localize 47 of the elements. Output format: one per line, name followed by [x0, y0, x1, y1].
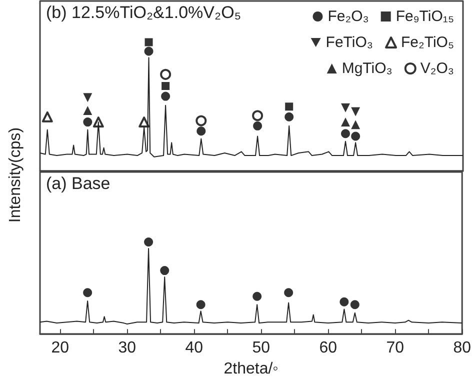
legend-label: V₂O₃ — [420, 60, 454, 77]
point — [253, 121, 262, 130]
legend-label: Fe₂O₃ — [328, 8, 369, 25]
point — [196, 126, 206, 136]
point — [144, 238, 154, 246]
x-axis-title: 2theta/◦ — [224, 360, 278, 378]
text: (b) 12.5%TiO₂&1.0%V₂O₅ — [46, 3, 242, 22]
point — [252, 292, 262, 301]
point — [351, 132, 360, 141]
point — [161, 92, 170, 101]
point — [83, 93, 92, 102]
legend-label: Fe₂TiO₅ — [401, 34, 454, 51]
point — [42, 111, 53, 122]
point — [285, 102, 294, 111]
point — [351, 107, 360, 116]
point — [144, 46, 154, 56]
point — [340, 297, 349, 306]
point — [160, 266, 170, 276]
legend-label: Fe₉TiO₁₅ — [396, 8, 454, 25]
point — [138, 116, 150, 128]
point — [83, 118, 92, 127]
point — [196, 115, 207, 126]
point — [144, 38, 153, 46]
point — [83, 106, 92, 115]
legend-label: MgTiO₃ — [342, 60, 392, 77]
point — [83, 288, 92, 298]
point — [196, 300, 206, 310]
point — [351, 120, 360, 130]
point — [284, 112, 294, 122]
y-axis-title: Intensity(cps) — [7, 127, 25, 223]
x-tick-label: 80 — [453, 340, 472, 357]
x-tick-label: 50 — [252, 340, 270, 357]
legend-label: FeTiO₃ — [326, 34, 374, 51]
point — [341, 129, 350, 138]
point — [350, 300, 360, 310]
point — [284, 288, 294, 298]
point — [162, 82, 170, 90]
point — [341, 103, 350, 112]
x-tick-label: 60 — [319, 340, 338, 357]
x-tick-label: 30 — [118, 340, 136, 357]
x-tick-label: 20 — [51, 340, 70, 357]
text: (a) Base — [46, 174, 110, 193]
x-tick-label: 40 — [185, 340, 204, 357]
point — [160, 68, 172, 80]
point — [252, 110, 264, 122]
point — [341, 118, 350, 127]
x-tick-label: 70 — [386, 340, 404, 357]
